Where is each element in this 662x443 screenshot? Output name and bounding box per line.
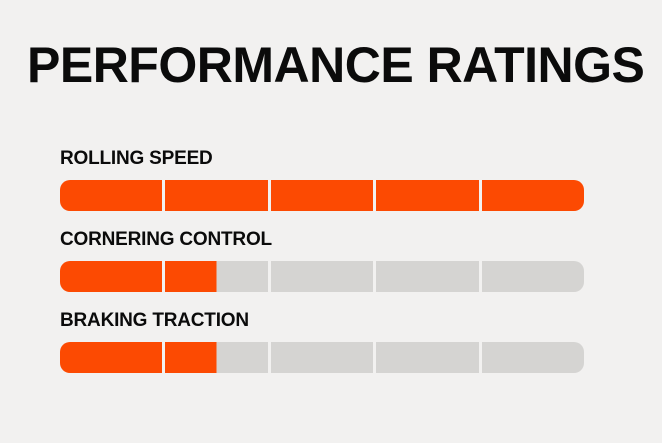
rating-row: ROLLING SPEED: [60, 147, 584, 211]
rating-segment: [270, 180, 374, 211]
rating-segment: [60, 342, 163, 373]
rating-segment: [481, 261, 584, 292]
performance-ratings-panel: PERFORMANCE RATINGS ROLLING SPEED CORNER…: [27, 37, 645, 373]
rating-bar: [60, 342, 584, 373]
rating-row: CORNERING CONTROL: [60, 228, 584, 292]
rating-segment: [481, 342, 584, 373]
rating-segment: [60, 180, 163, 211]
rating-segment: [165, 342, 268, 373]
rating-segment: [270, 261, 374, 292]
rating-bar: [60, 180, 584, 211]
rating-segment: [376, 342, 479, 373]
rating-segment: [376, 180, 479, 211]
rating-row: BRAKING TRACTION: [60, 309, 584, 373]
rating-label: ROLLING SPEED: [60, 148, 213, 169]
rating-segment: [481, 180, 584, 211]
rating-segment: [270, 342, 374, 373]
rating-label: BRAKING TRACTION: [60, 310, 249, 331]
rating-bar: [60, 261, 584, 292]
rating-segment: [165, 261, 268, 292]
ratings-list: ROLLING SPEED CORNERING CONTROL BRAKING …: [60, 147, 584, 373]
page-title: PERFORMANCE RATINGS: [27, 37, 645, 93]
rating-label: CORNERING CONTROL: [60, 229, 272, 250]
rating-segment: [60, 261, 163, 292]
rating-segment: [376, 261, 479, 292]
rating-segment: [165, 180, 268, 211]
